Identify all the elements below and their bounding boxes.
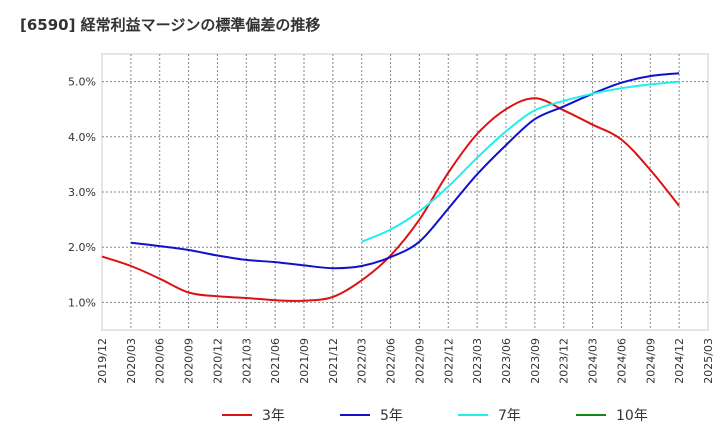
plot-area	[101, 53, 709, 331]
series-lines	[101, 72, 680, 302]
legend-label-0: 3年	[262, 408, 285, 424]
x-tick-label: 2024/06	[615, 338, 628, 384]
x-tick-label: 2025/03	[702, 338, 715, 384]
x-tick-label: 2022/12	[442, 338, 455, 384]
x-tick-label: 2023/06	[500, 338, 513, 384]
x-tick-label: 2024/03	[587, 338, 600, 384]
legend-label-3: 10年	[616, 408, 648, 424]
x-tick-label: 2022/09	[413, 338, 426, 384]
series-line-0	[101, 97, 680, 302]
y-tick-label: 4.0%	[68, 131, 96, 144]
y-tick-label: 5.0%	[68, 76, 96, 89]
x-tick-label: 2024/12	[673, 338, 686, 384]
x-tick-label: 2020/09	[183, 338, 196, 384]
x-tick-label: 2021/06	[269, 338, 282, 384]
x-tick-label: 2024/09	[644, 338, 657, 384]
x-tick-label: 2023/09	[529, 338, 542, 384]
y-axis: 1.0% 2.0% 3.0% 4.0% 5.0%	[68, 76, 96, 310]
x-tick-label: 2020/12	[211, 338, 224, 384]
y-tick-label: 2.0%	[68, 241, 96, 254]
legend-label-1: 5年	[380, 408, 403, 424]
y-tick-label: 1.0%	[68, 296, 96, 309]
x-axis: 2019/12 2020/03 2020/06 2020/09 2020/12 2021/…	[96, 338, 715, 384]
x-tick-label: 2023/03	[471, 338, 484, 384]
series-line-2	[361, 80, 680, 243]
x-tick-label: 2019/12	[96, 338, 109, 384]
x-tick-label: 2021/03	[240, 338, 253, 384]
x-tick-label: 2023/12	[558, 338, 571, 384]
grid	[102, 54, 708, 330]
legend-label-2: 7年	[498, 408, 521, 424]
x-tick-label: 2022/06	[385, 338, 398, 384]
chart-title: [6590] 経常利益マージンの標準偏差の推移	[20, 16, 320, 34]
x-tick-label: 2020/06	[154, 338, 167, 384]
legend: 3年 5年 7年 10年	[222, 408, 648, 424]
x-tick-label: 2021/12	[327, 338, 340, 384]
x-tick-label: 2021/09	[298, 338, 311, 384]
x-tick-label: 2022/03	[356, 338, 369, 384]
y-tick-label: 3.0%	[68, 186, 96, 199]
x-tick-label: 2020/03	[125, 338, 138, 384]
